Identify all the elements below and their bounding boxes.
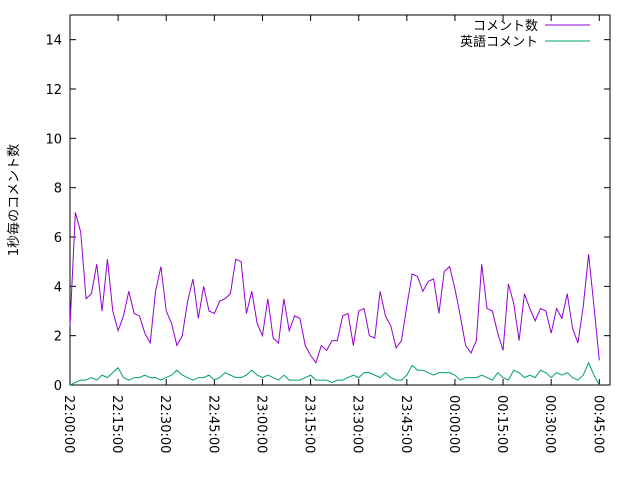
x-tick-label: 22:30:00 xyxy=(157,395,172,453)
x-tick-label: 23:00:00 xyxy=(253,395,268,453)
y-tick-label: 2 xyxy=(54,330,62,345)
x-tick-label: 22:00:00 xyxy=(61,395,76,453)
line xyxy=(69,212,600,364)
legend-label: コメント数 xyxy=(473,19,538,34)
y-tick-label: 8 xyxy=(54,182,62,197)
y-tick-label: 12 xyxy=(45,83,62,98)
x-tick-label: 00:00:00 xyxy=(446,395,461,453)
line xyxy=(69,361,600,386)
x-tick-label: 00:15:00 xyxy=(494,395,509,453)
y-axis-label: 1秒毎のコメント数 xyxy=(6,144,22,256)
y-tick-label: 0 xyxy=(54,379,62,394)
x-tick-label: 23:45:00 xyxy=(398,395,413,453)
y-tick-label: 10 xyxy=(45,132,62,147)
x-tick-label: 23:15:00 xyxy=(302,395,317,453)
legend-label: 英語コメント xyxy=(460,34,538,50)
x-tick-label: 00:30:00 xyxy=(542,395,557,453)
y-tick-label: 14 xyxy=(45,34,62,49)
y-tick-label: 4 xyxy=(54,280,62,295)
x-tick-label: 22:45:00 xyxy=(205,395,220,453)
x-tick-label: 00:45:00 xyxy=(590,395,605,453)
x-tick-label: 23:30:00 xyxy=(350,395,365,453)
y-tick-label: 6 xyxy=(54,231,62,246)
x-tick-label: 22:15:00 xyxy=(109,395,124,453)
plot-border xyxy=(69,14,611,386)
